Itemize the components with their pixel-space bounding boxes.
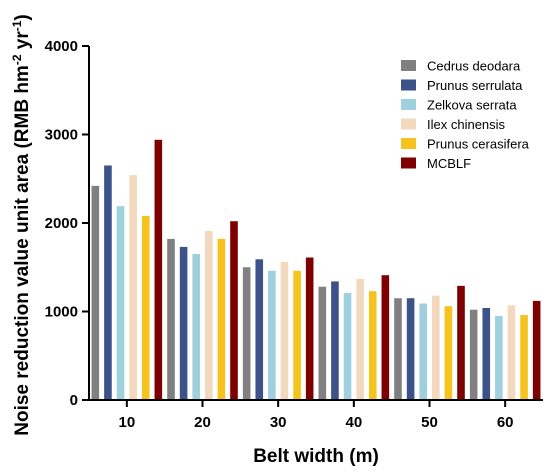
bar (406, 298, 415, 400)
y-axis-title-end: ) (12, 14, 33, 20)
bar (507, 305, 516, 400)
legend: Cedrus deodara Prunus serrulata Zelkova se… (401, 59, 530, 171)
x-tick-label: 50 (421, 414, 438, 431)
bar (444, 306, 453, 400)
y-axis-title-sup2: -1 (10, 20, 24, 31)
bar (419, 303, 427, 400)
x-tick-label: 20 (194, 414, 211, 431)
bar (217, 238, 226, 400)
bar (356, 278, 364, 400)
bar (91, 185, 100, 400)
bar (368, 291, 377, 400)
y-tick-label: 4000 (45, 38, 78, 55)
legend-swatch (401, 99, 416, 110)
y-axis-title-main: Noise reduction value unit area (RMB hm (12, 65, 33, 436)
bar (381, 275, 390, 400)
legend-swatch (401, 138, 416, 149)
bar (205, 230, 213, 400)
y-axis-title-mid: yr (12, 31, 33, 55)
bar (318, 286, 327, 400)
bar (394, 298, 402, 400)
legend-swatch (401, 79, 416, 91)
bar (432, 295, 440, 400)
bar (482, 307, 491, 400)
bar (230, 221, 238, 400)
y-tick-label: 1000 (45, 304, 78, 321)
bar (293, 270, 301, 400)
bar (179, 246, 188, 400)
bar (343, 292, 352, 400)
x-axis-title: Belt width (m) (253, 446, 379, 467)
legend-label: Cedrus deodara (427, 59, 521, 74)
legend-label: MCBLF (427, 156, 471, 171)
bar (305, 257, 314, 400)
x-tick-label: 30 (270, 414, 287, 431)
legend-swatch (401, 60, 416, 71)
bar (255, 259, 264, 400)
legend-swatch (401, 118, 416, 130)
bar (167, 238, 175, 400)
plot-area (91, 139, 541, 400)
bar (520, 315, 528, 400)
bar (154, 139, 163, 400)
bar (268, 270, 276, 400)
bar (469, 309, 478, 400)
y-tick-label: 0 (70, 392, 78, 409)
y-ticks: 0 1000 2000 3000 4000 (45, 38, 89, 409)
y-axis-title-sup1: -2 (10, 54, 24, 65)
bar (141, 215, 150, 400)
bar (532, 300, 541, 400)
bar (331, 281, 339, 400)
legend-label: Zelkova serrata (427, 98, 517, 113)
x-ticks: 10 20 30 40 50 60 (118, 400, 514, 431)
legend-label: Prunus serrulata (427, 78, 523, 93)
bar (457, 285, 465, 400)
legend-swatch (401, 157, 416, 169)
y-tick-label: 2000 (45, 215, 78, 232)
bar (242, 267, 251, 400)
legend-label: Prunus cerasifera (427, 137, 530, 152)
bar (116, 206, 125, 400)
x-tick-label: 40 (345, 414, 362, 431)
bar (129, 175, 137, 400)
y-tick-label: 3000 (45, 127, 78, 144)
bar (104, 165, 112, 400)
x-tick-label: 10 (118, 414, 135, 431)
x-tick-label: 60 (497, 414, 514, 431)
bar (280, 261, 289, 400)
legend-label: Ilex chinensis (427, 117, 506, 132)
bar (495, 315, 503, 400)
y-axis-title: Noise reduction value unit area (RMB hm-… (10, 14, 33, 436)
bar (192, 253, 200, 400)
